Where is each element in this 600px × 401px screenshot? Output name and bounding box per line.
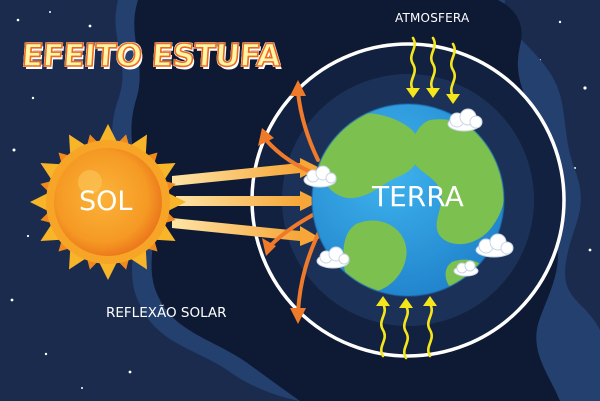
atmosphere-label: ATMOSFERA [395,11,470,25]
heat-wave-icon [410,36,456,98]
reflection-arrowheads [258,80,306,324]
sun-label: SOL [79,186,133,217]
heat-wave-icon [380,302,433,360]
sun-icon [30,124,186,280]
earth-icon [311,103,505,297]
ray-arrow-icon [172,158,320,246]
diagram-title: EFEITO ESTUFA [20,37,282,75]
cloud-icon [303,108,514,277]
reflection-label: REFLEXÃO SOLAR [106,305,227,321]
earth-label: TERRA [372,180,464,213]
heat-wave-arrowheads-top [406,88,460,104]
heat-wave-arrowheads-bottom [376,296,437,308]
